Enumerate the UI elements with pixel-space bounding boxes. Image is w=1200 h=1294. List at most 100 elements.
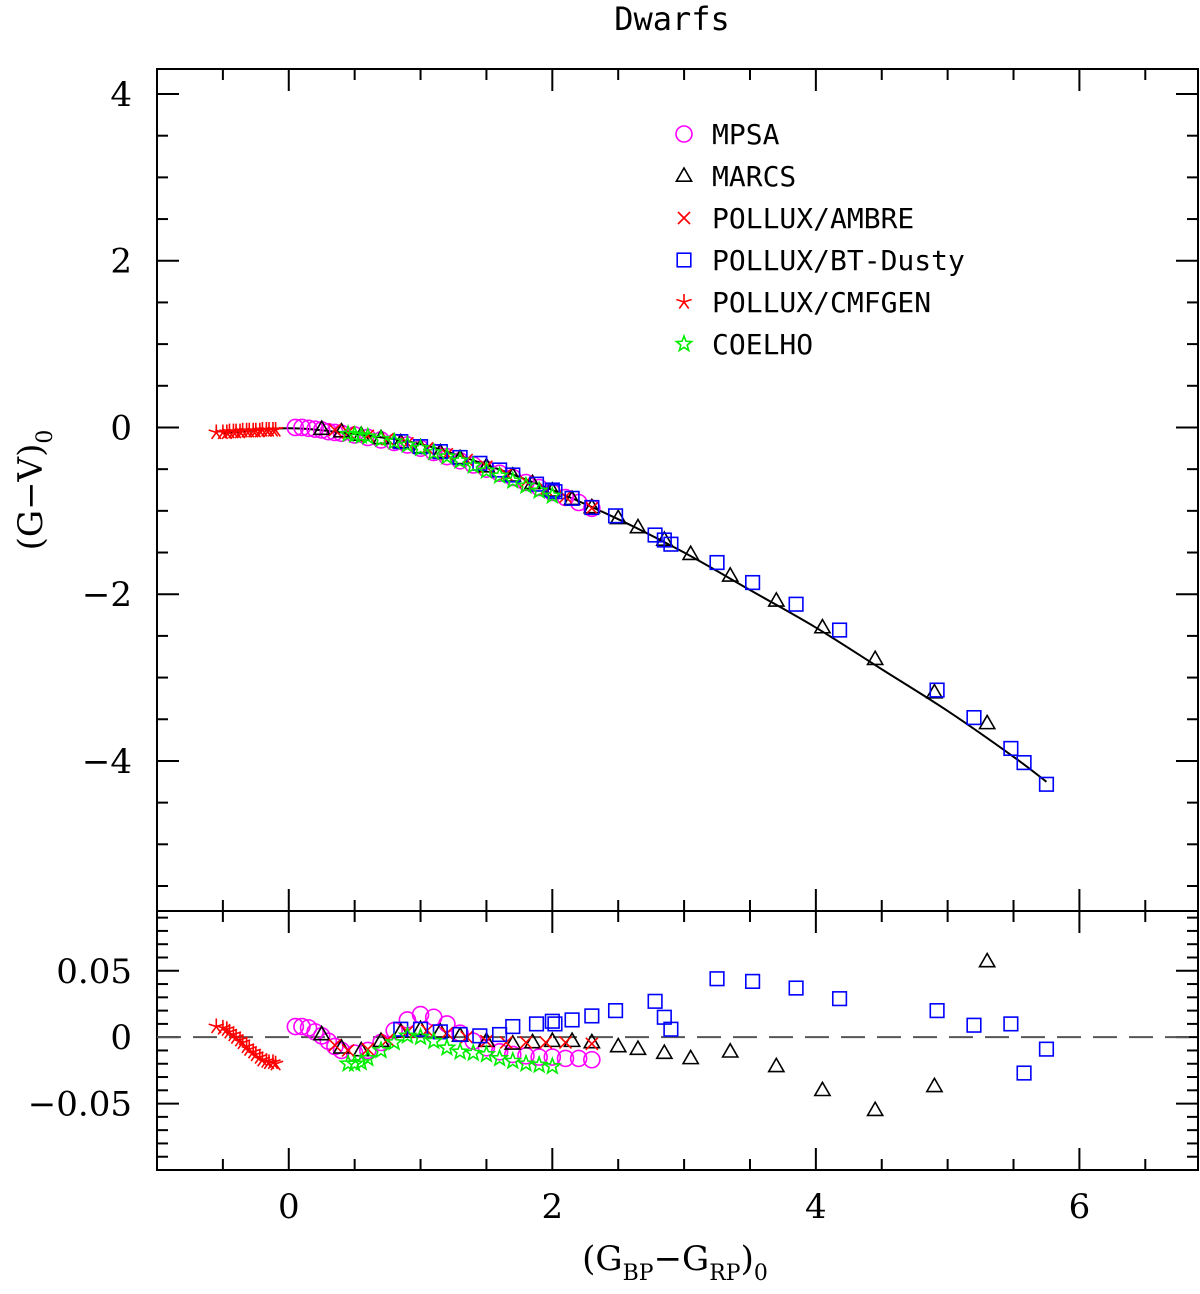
legend-item-coelho: COELHO xyxy=(674,328,813,361)
marcs-residual-point xyxy=(978,951,997,968)
legend-item-pollux-cmfgen: POLLUX/CMFGEN xyxy=(676,286,931,319)
mpsa-point xyxy=(326,423,344,442)
coelho-residual-point xyxy=(351,1052,372,1071)
coelho-point xyxy=(397,434,418,454)
pollux-bt-dusty-point xyxy=(929,682,945,698)
coelho-residual-point xyxy=(410,1026,431,1046)
pollux-bt-dusty-residual-point xyxy=(745,973,761,989)
legend-marker-marcs xyxy=(675,166,693,182)
pollux-bt-dusty-residual-point xyxy=(831,991,848,1007)
pollux-cmfgen-point xyxy=(265,421,281,437)
pollux-bt-dusty-residual-point xyxy=(544,1013,560,1029)
marcs-residual-point xyxy=(767,1056,786,1073)
pollux-bt-dusty-residual-point xyxy=(966,1017,982,1033)
legend-label: POLLUX/AMBRE xyxy=(712,202,914,235)
pollux-bt-dusty-residual-point xyxy=(412,1021,429,1037)
marcs-residual-point xyxy=(503,1034,522,1050)
mpsa-residual-point xyxy=(543,1048,562,1066)
coelho-point xyxy=(338,423,358,443)
x-axis-label: (GBP−GRP)0 xyxy=(582,1239,768,1286)
coelho-residual-point xyxy=(397,1025,418,1045)
bottom-ytick-label: 0 xyxy=(110,1018,132,1058)
marcs-residual-point xyxy=(655,1043,674,1060)
xtick-label: 2 xyxy=(541,1187,563,1227)
xtick-label: 4 xyxy=(805,1187,827,1227)
pollux-ambre-residual-point xyxy=(539,1035,553,1050)
coelho-point xyxy=(542,485,563,505)
bottom-panel: −0.05 0 0.05 xyxy=(28,910,1199,1171)
pollux-bt-dusty-residual-point xyxy=(505,1018,521,1035)
coelho-residual-point xyxy=(516,1053,536,1073)
pollux-bt-dusty-point xyxy=(393,434,409,450)
top-ytick-labels: −4 −2 0 2 4 xyxy=(82,75,132,782)
legend-marker-pollux-cmfgen xyxy=(676,294,692,309)
marcs-point xyxy=(925,682,944,699)
coelho-residual-point xyxy=(344,1053,365,1073)
coelho-residual-point xyxy=(529,1054,549,1074)
pollux-bt-dusty-residual-point xyxy=(788,980,804,996)
mpsa-point xyxy=(306,420,324,438)
marcs-residual-point xyxy=(312,1024,331,1041)
xtick-label: 6 xyxy=(1069,1187,1091,1227)
coelho-point xyxy=(358,426,378,445)
pollux-ambre-point xyxy=(585,501,599,515)
chart-title: Dwarfs xyxy=(614,0,730,38)
coelho-point xyxy=(503,470,523,490)
marcs-point xyxy=(477,457,496,473)
marcs-residual-point xyxy=(609,1036,628,1053)
top-panel: −4 −2 0 2 4 xyxy=(82,68,1199,912)
coelho-point xyxy=(410,438,431,457)
pollux-cmfgen-residual-point xyxy=(258,1053,275,1069)
coelho-point xyxy=(384,431,404,450)
pollux-ambre-residual-point xyxy=(558,1035,573,1050)
pollux-ambre-residual-point xyxy=(585,1037,599,1051)
pollux-bt-dusty-point xyxy=(528,476,545,492)
marcs-residual-point xyxy=(681,1048,700,1065)
pollux-ambre-residual-point xyxy=(328,1038,342,1052)
pollux-bt-dusty-residual-point xyxy=(584,1008,600,1024)
legend-label: POLLUX/CMFGEN xyxy=(712,286,931,319)
y-axis-label-top: (G−V)0 xyxy=(11,430,58,551)
coelho-residual-point xyxy=(463,1042,484,1062)
pollux-bt-dusty-point xyxy=(966,709,982,726)
marcs-point xyxy=(628,517,647,534)
top-ytick-label: −4 xyxy=(82,742,132,782)
top-panel-frame xyxy=(156,68,1199,912)
coelho-residual-point xyxy=(338,1053,358,1073)
mpsa-point xyxy=(286,418,305,437)
coelho-point xyxy=(344,424,365,444)
bottom-panel-frame xyxy=(156,910,1199,1171)
bottom-ytick-label: 0.05 xyxy=(56,952,132,992)
coelho-residual-point xyxy=(450,1041,470,1061)
coelho-residual-point xyxy=(503,1050,523,1070)
coelho-residual-point xyxy=(489,1048,510,1067)
marcs-residual-point xyxy=(866,1100,885,1117)
bottom-ytick-labels: −0.05 0 0.05 xyxy=(28,952,132,1125)
coelho-point xyxy=(351,425,372,445)
marcs-point xyxy=(721,566,740,582)
marcs-residual-point xyxy=(721,1042,740,1058)
top-ytick-label: 4 xyxy=(110,75,132,115)
pollux-cmfgen-residual-point xyxy=(208,1018,225,1034)
pollux-cmfgen-residual-point xyxy=(267,1055,284,1071)
coelho-point xyxy=(437,446,457,465)
pollux-bt-dusty-point xyxy=(1016,755,1032,771)
legend-item-pollux-ambre: POLLUX/AMBRE xyxy=(677,202,914,235)
marcs-residual-point xyxy=(332,1038,351,1054)
marcs-point xyxy=(866,649,885,666)
pollux-bt-dusty-residual-point xyxy=(528,1016,545,1032)
pollux-bt-dusty-residual-point xyxy=(547,1016,563,1032)
pollux-ambre-residual-point xyxy=(341,1043,355,1058)
coelho-point xyxy=(476,460,497,480)
pollux-bt-dusty-point xyxy=(647,527,663,543)
legend: MPSA MARCS POLLUX/AMBRE POLLUX/BT-Dusty POLL… xyxy=(674,118,965,361)
pollux-bt-dusty-point xyxy=(432,444,448,460)
pollux-ambre-residual-point xyxy=(499,1035,513,1050)
pollux-ambre-residual-point xyxy=(519,1035,533,1050)
bottom-panel-ticks xyxy=(156,911,1198,1170)
marcs-point xyxy=(978,713,997,730)
xtick-labels: 0 2 4 6 xyxy=(278,1187,1090,1227)
coelho-residual-point xyxy=(384,1032,404,1051)
coelho-point xyxy=(489,465,510,485)
pollux-bt-dusty-point xyxy=(564,490,580,506)
